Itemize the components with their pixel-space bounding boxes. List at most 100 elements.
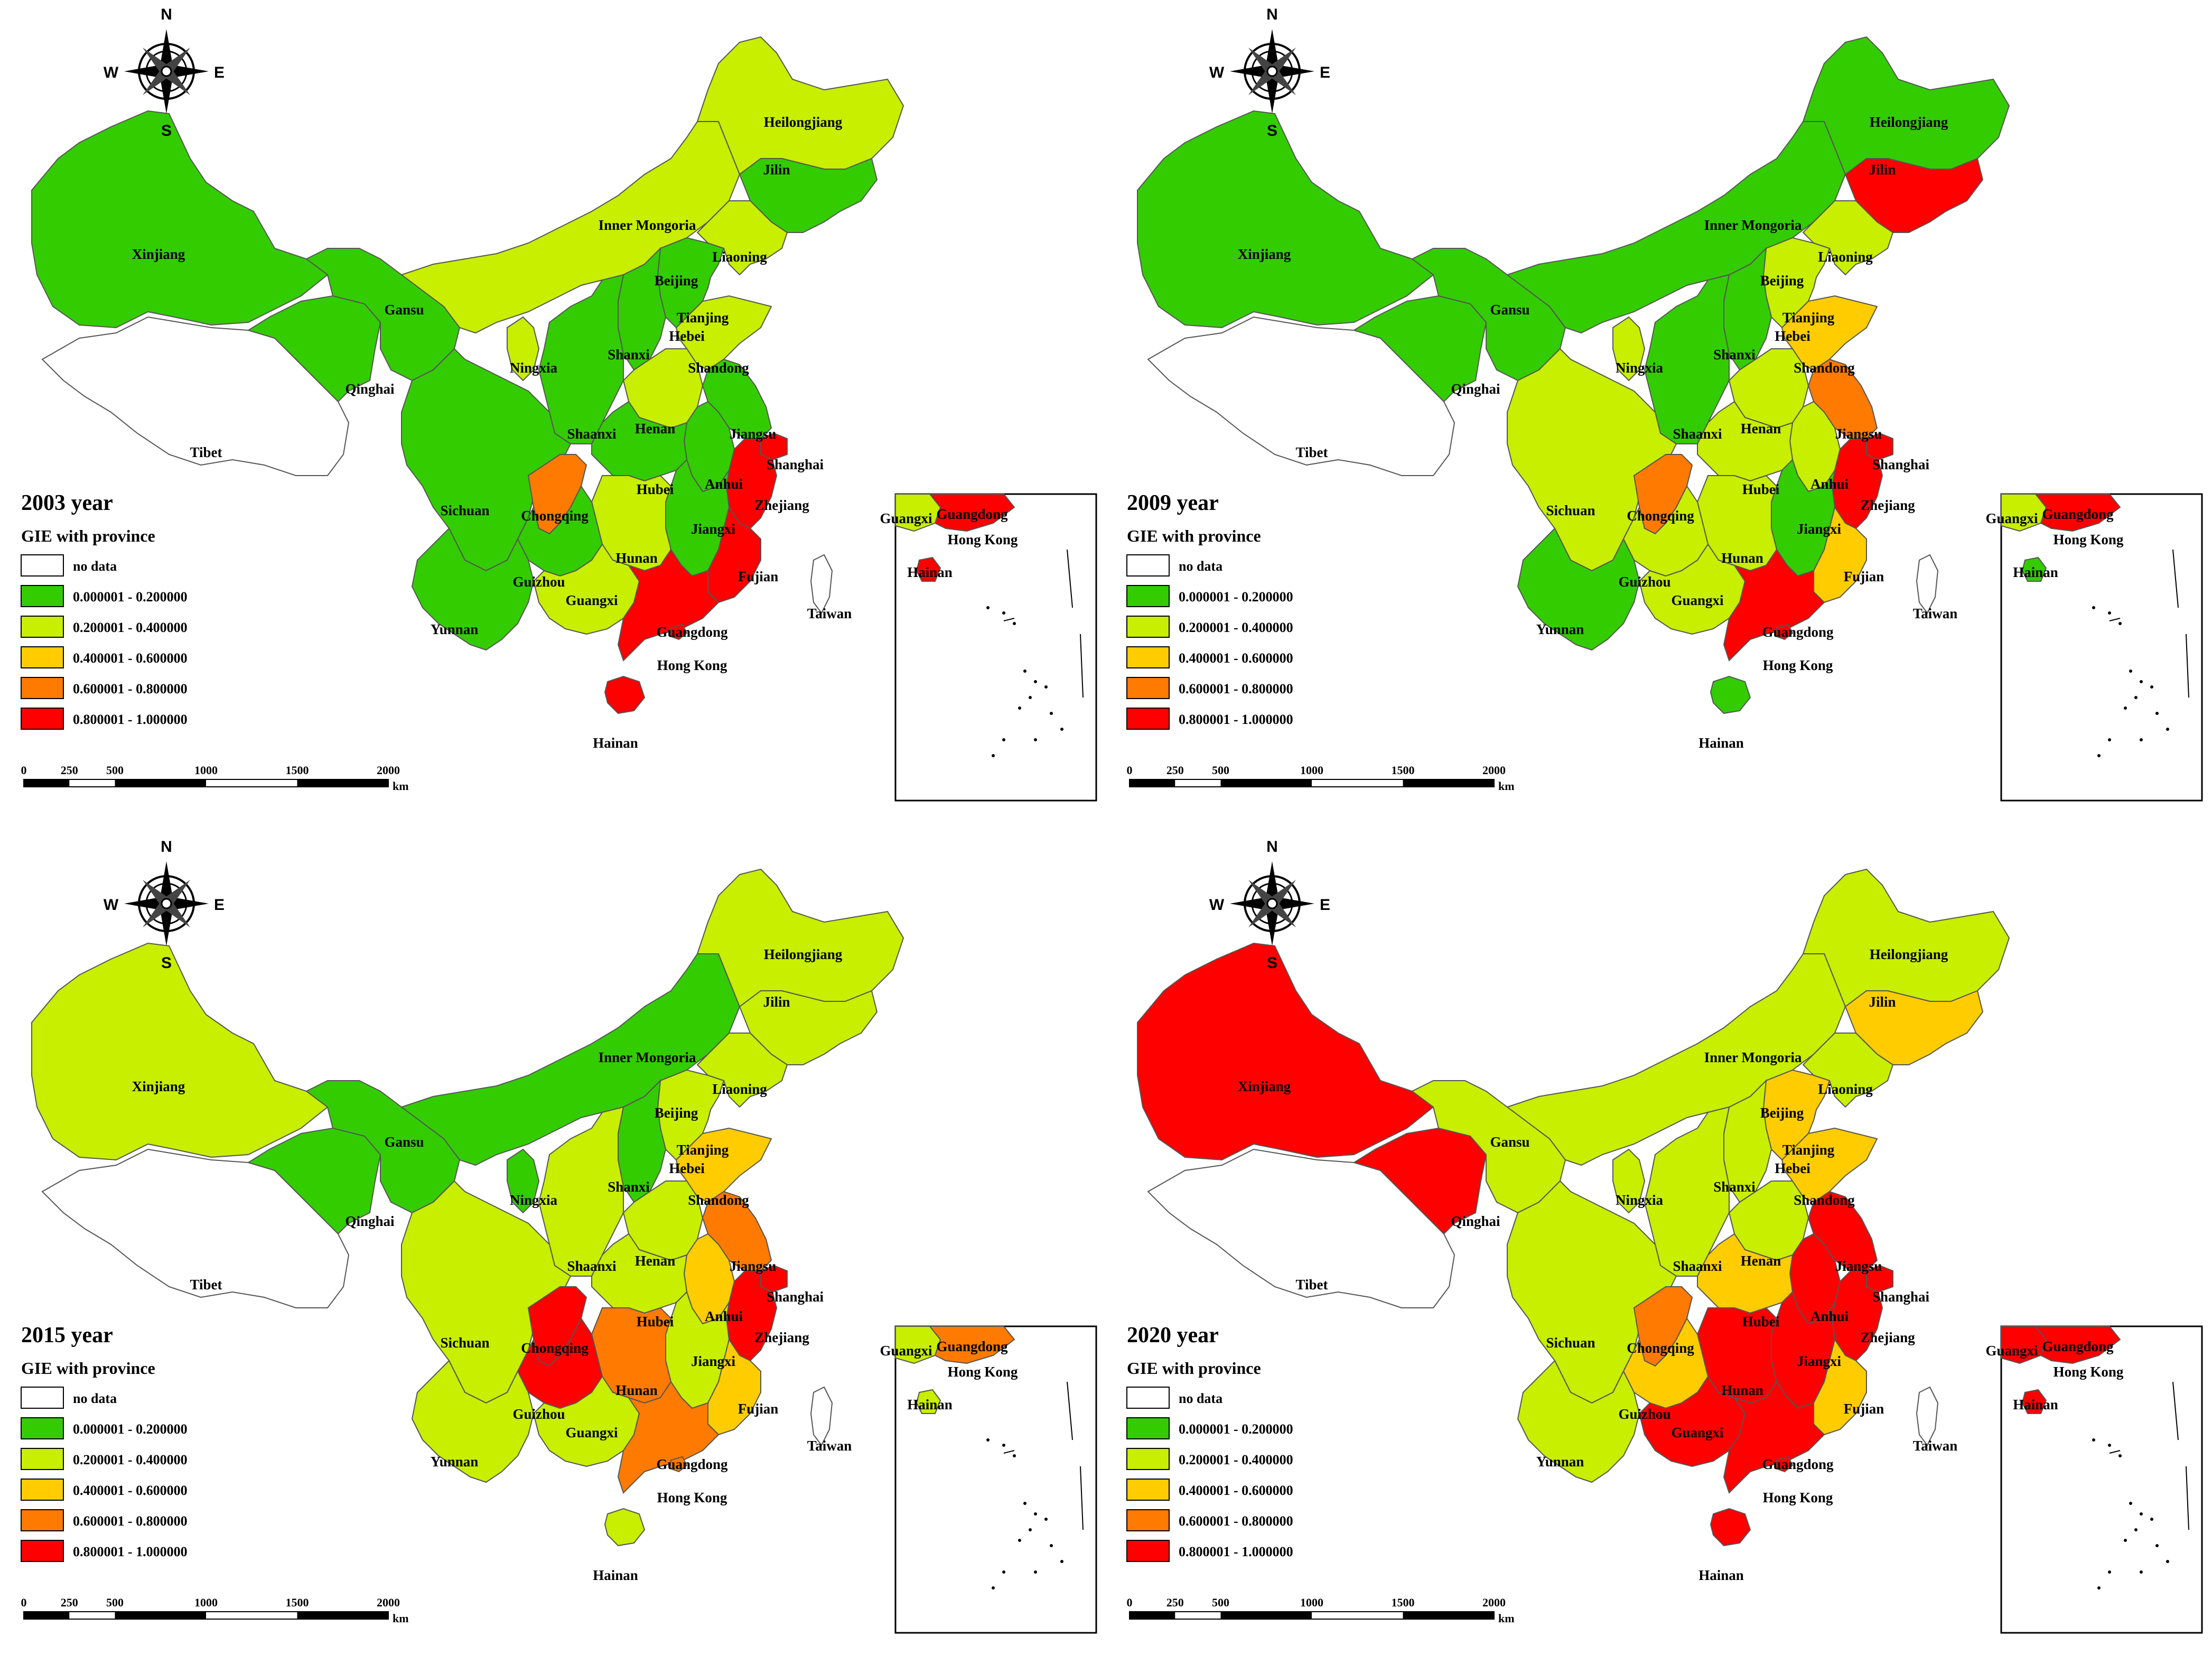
province-taiwan — [810, 1386, 833, 1446]
legend-swatch — [21, 1540, 64, 1562]
label-shandong: Shandong — [688, 360, 749, 376]
south-china-sea-inset: Guangxi Guangdong Hong Kong Hainan — [880, 493, 1097, 802]
inset-label-guangxi: Guangxi — [880, 1343, 932, 1359]
legend: GIE with province no data 0.000001 - 0.200… — [1126, 526, 1293, 730]
legend-swatch — [1126, 677, 1170, 699]
label-yunnan: Yunnan — [431, 1454, 479, 1470]
scale-tick-label: 250 — [61, 1596, 78, 1609]
legend-title: GIE with province — [1127, 526, 1261, 545]
legend: GIE with province no data 0.000001 - 0.200… — [21, 526, 188, 730]
label-zhejiang: Zhejiang — [1860, 1330, 1915, 1345]
province-taiwan — [1916, 1386, 1939, 1446]
scale-tick-label: 1000 — [194, 764, 218, 777]
label-taiwan: Taiwan — [807, 1438, 852, 1454]
label-yunnan: Yunnan — [1536, 621, 1584, 637]
panel-title: 2020 year — [1127, 1323, 1219, 1347]
province-guangdong — [617, 549, 720, 662]
legend-label: 0.600001 - 0.800000 — [1179, 1513, 1293, 1529]
label-liaoning: Liaoning — [1818, 249, 1873, 265]
inset-label-hainan: Hainan — [2013, 564, 2058, 580]
legend-swatch — [21, 616, 64, 638]
province-xinjiang — [1137, 942, 1434, 1161]
label-hong-kong: Hong Kong — [657, 657, 727, 673]
scale-tick-label: 500 — [106, 764, 124, 777]
legend-swatch — [21, 1479, 64, 1501]
label-guangdong: Guangdong — [1762, 1456, 1834, 1472]
legend-label: 0.400001 - 0.600000 — [1179, 650, 1293, 666]
label-hainan: Hainan — [1698, 735, 1744, 751]
label-tianjing: Tianjing — [1782, 310, 1835, 326]
label-taiwan: Taiwan — [807, 606, 852, 621]
inset-province-hainan — [916, 556, 941, 582]
legend-swatch — [21, 677, 64, 699]
inset-province-hainan — [2021, 556, 2047, 582]
label-hubei: Hubei — [1742, 1314, 1780, 1330]
province-shaanxi — [1644, 274, 1730, 444]
label-hubei: Hubei — [637, 1314, 674, 1330]
label-shandong: Shandong — [1794, 1192, 1855, 1208]
label-hong-kong: Hong Kong — [1763, 657, 1833, 673]
legend-label: no data — [1179, 1391, 1222, 1406]
label-guangxi: Guangxi — [1671, 1425, 1724, 1440]
compass-e-label: E — [214, 64, 225, 81]
inset-label-guangxi: Guangxi — [880, 510, 932, 526]
label-hubei: Hubei — [637, 481, 674, 497]
legend-title: GIE with province — [1127, 1359, 1261, 1378]
label-inner-mongoria: Inner Mongoria — [599, 217, 696, 233]
label-guangdong: Guangdong — [656, 1456, 728, 1472]
choropleth-map: Xinjiang Tibet Qinghai Gansu Inner Mongoria H… — [21, 838, 1097, 1634]
label-chongqing: Chongqing — [1627, 1340, 1694, 1356]
label-hunan: Hunan — [615, 1382, 658, 1398]
province-layer — [1137, 868, 2010, 1547]
scale-tick-label: 1500 — [1392, 1596, 1415, 1609]
legend-label: no data — [73, 1391, 117, 1406]
province-ningxia — [507, 316, 540, 382]
province-guizhou — [517, 485, 603, 577]
label-qinghai: Qinghai — [345, 1213, 395, 1229]
scale-unit-label: km — [1498, 779, 1515, 793]
label-anhui: Anhui — [1810, 1308, 1849, 1324]
scale-bar: 0 250 500 1000 1500 2000 km — [21, 1596, 409, 1625]
label-hebei: Hebei — [1775, 328, 1810, 344]
label-heilongjiang: Heilongjiang — [764, 946, 843, 962]
province-tibet — [1147, 316, 1455, 476]
inset-province-hainan — [916, 1389, 941, 1414]
compass-s-label: S — [161, 122, 172, 140]
compass-e-label: E — [1320, 896, 1330, 914]
legend-swatch — [1126, 1417, 1170, 1439]
legend-title: GIE with province — [21, 1359, 155, 1378]
label-ningxia: Ningxia — [510, 360, 558, 376]
compass-s-label: S — [161, 954, 172, 972]
label-shanxi: Shanxi — [608, 347, 650, 362]
inset-label-guangxi: Guangxi — [1985, 1343, 2038, 1359]
province-liaoning — [1802, 200, 1894, 276]
inset-label-guangdong: Guangdong — [2042, 506, 2114, 522]
label-qinghai: Qinghai — [345, 381, 395, 397]
legend-swatch — [1126, 554, 1170, 577]
legend-label: 0.000001 - 0.200000 — [1179, 589, 1293, 605]
label-guangxi: Guangxi — [565, 592, 618, 608]
compass-rose-icon: N S E W — [1209, 6, 1330, 140]
label-henan: Henan — [635, 421, 676, 436]
legend-swatch — [21, 554, 64, 577]
label-hainan: Hainan — [593, 735, 638, 751]
south-china-sea-inset: Guangxi Guangdong Hong Kong Hainan — [1985, 1325, 2203, 1634]
label-tibet: Tibet — [190, 444, 222, 460]
legend-swatch — [21, 1387, 64, 1409]
label-qinghai: Qinghai — [1451, 1213, 1500, 1229]
legend-swatch — [1126, 708, 1170, 730]
label-zhejiang: Zhejiang — [1860, 497, 1915, 513]
label-zhejiang: Zhejiang — [754, 497, 809, 513]
label-hebei: Hebei — [669, 328, 705, 344]
scale-bar: 0 250 500 1000 1500 2000 km — [1127, 764, 1515, 793]
label-shandong: Shandong — [688, 1192, 749, 1208]
label-yunnan: Yunnan — [431, 621, 479, 637]
province-shaanxi — [538, 274, 624, 444]
label-jilin: Jilin — [763, 994, 790, 1010]
scale-tick-label: 1000 — [1300, 764, 1323, 777]
scale-tick-label: 500 — [106, 1596, 124, 1609]
legend-swatch — [1126, 1448, 1170, 1470]
compass-e-label: E — [214, 896, 225, 914]
province-hong-kong — [669, 624, 688, 640]
province-hainan — [604, 675, 646, 714]
